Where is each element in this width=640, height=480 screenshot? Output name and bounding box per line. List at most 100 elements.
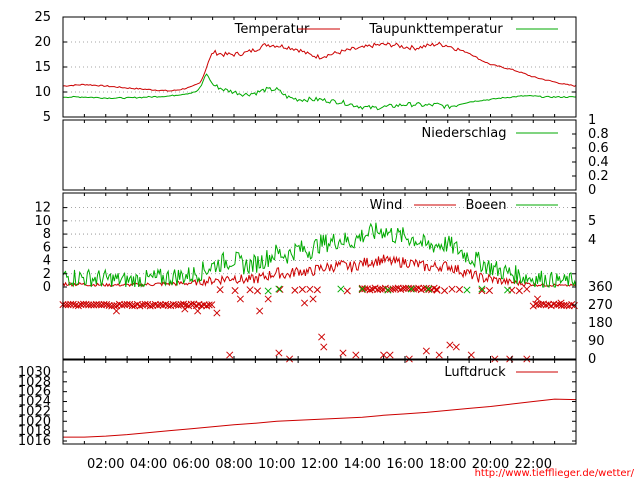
- wind-direction-mark: [384, 286, 392, 294]
- wind-direction-mark: [557, 301, 566, 309]
- wind-direction-mark: [103, 300, 111, 309]
- y-tick-label-right: 5: [588, 214, 596, 229]
- wind-direction-mark: [568, 301, 576, 309]
- wind-direction-mark: [85, 301, 93, 309]
- legend-label: Luftdruck: [444, 365, 506, 380]
- series-line-boeen: [62, 222, 577, 288]
- y-tick-label: 270: [588, 298, 613, 313]
- y-tick-label: 25: [34, 10, 51, 25]
- wind-direction-mark: [440, 287, 449, 295]
- x-tick-label: 12:00: [301, 457, 338, 472]
- y-tick-label: 0.2: [588, 169, 609, 184]
- series-line-taupunkttemperatur: [62, 73, 576, 111]
- wind-direction-mark: [478, 287, 486, 295]
- x-tick-label: 10:00: [258, 457, 295, 472]
- wind-direction-mark: [246, 286, 254, 294]
- y-tick-label: 1024: [18, 395, 51, 410]
- wind-direction-mark: [422, 347, 430, 355]
- wind-direction-mark: [435, 351, 443, 359]
- y-tick-label: 1028: [18, 375, 51, 390]
- wind-direction-mark: [386, 351, 394, 359]
- wind-direction-mark: [181, 305, 189, 313]
- wind-direction-mark: [463, 286, 471, 294]
- wind-direction-mark: [141, 300, 149, 308]
- y-tick-label: 1018: [18, 424, 51, 439]
- x-tick-label: 16:00: [386, 457, 423, 472]
- wind-direction-mark: [515, 287, 523, 295]
- wind-direction-mark: [504, 286, 512, 294]
- legend-label: Taupunkttemperatur: [368, 22, 503, 37]
- wind-direction-mark: [146, 302, 154, 310]
- y-tick-label: 5: [43, 110, 51, 125]
- y-tick-label: 0.8: [588, 127, 609, 142]
- wind-direction-mark: [253, 287, 262, 295]
- wind-direction-mark: [264, 295, 272, 303]
- wind-direction-mark: [352, 351, 360, 359]
- wind-direction-mark: [306, 285, 314, 293]
- wind-direction-mark: [128, 302, 136, 310]
- wind-direction-mark: [309, 295, 317, 303]
- y-tick-label: 360: [588, 280, 613, 295]
- y-tick-label: 1022: [18, 404, 51, 419]
- legend-layer: Temperatur Taupunkttemperatur Niederschlag…: [234, 22, 558, 380]
- wind-direction-mark: [337, 285, 345, 293]
- wind-direction-mark: [407, 285, 415, 293]
- legend-label: Boeen: [465, 198, 506, 213]
- y-tick-label: 15: [34, 60, 51, 75]
- y-tick-label: 0.4: [588, 155, 609, 170]
- y-tick-label: 12: [34, 201, 51, 216]
- wind-direction-mark: [291, 286, 299, 294]
- wind-direction-mark: [194, 307, 202, 315]
- wind-direction-mark: [557, 299, 565, 307]
- x-tick-label: 02:00: [87, 457, 124, 472]
- y-tick-label: 10: [34, 85, 51, 100]
- wind-direction-mark: [123, 300, 131, 308]
- wind-direction-mark: [110, 302, 118, 310]
- x-tick-label: 18:00: [429, 457, 466, 472]
- x-tick-label: 08:00: [215, 457, 252, 472]
- wind-direction-mark: [366, 286, 374, 294]
- legend-label: Wind: [370, 198, 403, 213]
- y-tick-label: 4: [43, 254, 51, 269]
- wind-direction-mark: [358, 285, 366, 293]
- wind-direction-mark: [318, 333, 326, 341]
- y-tick-label: 1026: [18, 385, 51, 400]
- wind-direction-mark: [112, 307, 120, 315]
- y-tick-label: 6: [43, 240, 51, 255]
- wind-direction-mark: [433, 286, 441, 294]
- y-tick-label-right: 4: [588, 233, 596, 248]
- wind-direction-mark: [343, 287, 351, 295]
- y-tick-label: 20: [34, 35, 51, 50]
- x-tick-label: 14:00: [344, 457, 381, 472]
- wind-direction-mark: [448, 285, 456, 293]
- wind-direction-mark: [452, 343, 460, 351]
- legend-label: Niederschlag: [422, 126, 507, 141]
- x-tick-label: 06:00: [173, 457, 210, 472]
- credit-link[interactable]: http://www.tiefflieger.de/wetter/: [475, 468, 635, 479]
- x-tick-label: 04:00: [130, 457, 167, 472]
- wind-direction-mark: [455, 285, 464, 293]
- wind-direction-mark: [298, 285, 306, 293]
- wind-direction-mark: [149, 301, 157, 309]
- y-tick-label: 0: [43, 280, 51, 295]
- y-tick-label: 0.6: [588, 141, 609, 156]
- y-tick-label: 1030: [18, 365, 51, 380]
- y-tick-label: 1020: [18, 414, 51, 429]
- wind-direction-mark: [533, 295, 542, 303]
- wind-direction-mark: [523, 285, 531, 293]
- wind-direction-mark: [446, 341, 454, 349]
- wind-direction-mark: [313, 286, 321, 294]
- x-tick-label: 22:00: [515, 457, 552, 472]
- wind-direction-mark: [300, 299, 309, 307]
- series-line-temperatur: [62, 41, 577, 92]
- wind-direction-mark: [136, 302, 144, 310]
- wind-direction-mark: [231, 287, 239, 295]
- y-tick-label: 1: [588, 113, 596, 128]
- wind-direction-mark: [256, 307, 264, 315]
- y-tick-label: 180: [588, 316, 613, 331]
- wind-direction-mark: [424, 285, 433, 293]
- wind-direction-mark: [236, 295, 244, 303]
- wind-direction-mark: [154, 301, 162, 309]
- wind-direction-mark: [320, 343, 328, 351]
